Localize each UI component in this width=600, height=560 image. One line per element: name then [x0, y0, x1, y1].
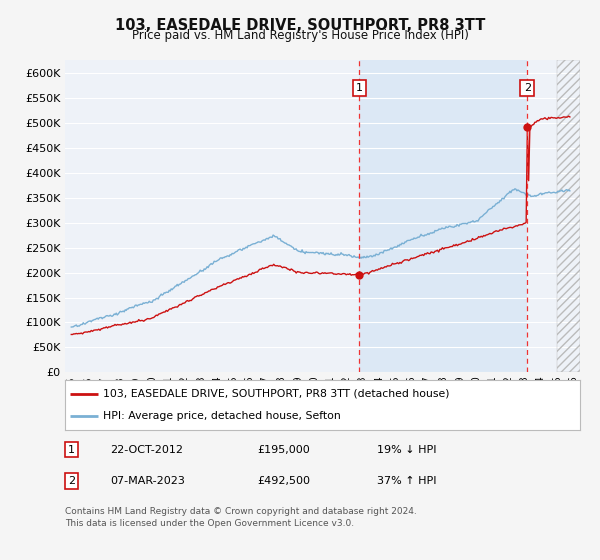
Text: £195,000: £195,000	[257, 445, 310, 455]
Text: Contains HM Land Registry data © Crown copyright and database right 2024.
This d: Contains HM Land Registry data © Crown c…	[65, 507, 416, 528]
Text: 1: 1	[68, 445, 75, 455]
Text: 22-OCT-2012: 22-OCT-2012	[110, 445, 183, 455]
Text: 07-MAR-2023: 07-MAR-2023	[110, 476, 185, 486]
Text: 37% ↑ HPI: 37% ↑ HPI	[377, 476, 436, 486]
Text: 19% ↓ HPI: 19% ↓ HPI	[377, 445, 436, 455]
Text: 2: 2	[524, 83, 531, 93]
Text: Price paid vs. HM Land Registry's House Price Index (HPI): Price paid vs. HM Land Registry's House …	[131, 29, 469, 42]
Text: HPI: Average price, detached house, Sefton: HPI: Average price, detached house, Seft…	[103, 411, 341, 421]
Text: £492,500: £492,500	[257, 476, 310, 486]
Text: 1: 1	[356, 83, 363, 93]
Text: 103, EASEDALE DRIVE, SOUTHPORT, PR8 3TT (detached house): 103, EASEDALE DRIVE, SOUTHPORT, PR8 3TT …	[103, 389, 450, 399]
Bar	[557, 60, 580, 372]
Text: 103, EASEDALE DRIVE, SOUTHPORT, PR8 3TT: 103, EASEDALE DRIVE, SOUTHPORT, PR8 3TT	[115, 18, 485, 33]
Text: 2: 2	[68, 476, 75, 486]
Bar	[359, 60, 527, 372]
